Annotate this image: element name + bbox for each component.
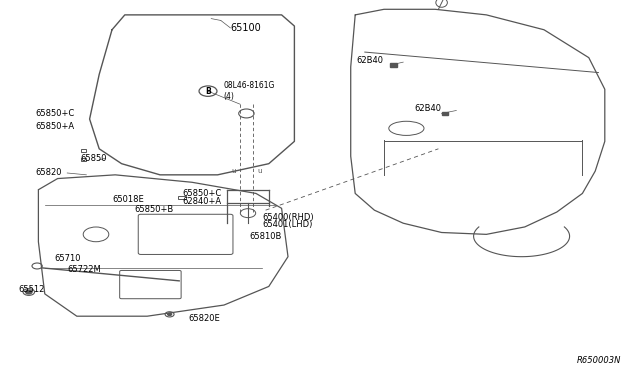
Text: 65820: 65820 (35, 169, 61, 177)
Bar (178, 196, 186, 199)
Bar (390, 63, 397, 67)
Text: 62B40: 62B40 (356, 56, 383, 65)
Text: B: B (205, 87, 211, 96)
Text: 62B40: 62B40 (415, 104, 442, 113)
Text: R650003N: R650003N (577, 356, 621, 365)
Text: 65810B: 65810B (250, 232, 282, 241)
Text: 65850+C: 65850+C (182, 189, 221, 198)
Text: 62840+A: 62840+A (182, 197, 221, 206)
Bar (81, 149, 86, 152)
Text: u: u (231, 168, 236, 174)
Text: 65400(RHD): 65400(RHD) (262, 213, 314, 222)
Text: 65018E: 65018E (112, 195, 144, 203)
Text: 65850+B: 65850+B (134, 205, 173, 214)
Text: 65512: 65512 (18, 285, 44, 294)
Text: 65850+C: 65850+C (35, 109, 74, 118)
Text: 65722M: 65722M (67, 265, 101, 274)
Text: 65850+A: 65850+A (35, 122, 74, 131)
Circle shape (26, 290, 32, 294)
Text: 65401(LHD): 65401(LHD) (262, 220, 313, 229)
Text: 65850: 65850 (80, 154, 106, 163)
Text: 65820E: 65820E (189, 314, 221, 323)
Text: u: u (257, 168, 262, 174)
Bar (442, 112, 448, 115)
Text: 65100: 65100 (230, 23, 261, 33)
Text: 65710: 65710 (54, 254, 81, 263)
Text: 08L46-8161G
(4): 08L46-8161G (4) (223, 81, 275, 101)
Circle shape (168, 313, 172, 315)
Bar (81, 158, 86, 161)
